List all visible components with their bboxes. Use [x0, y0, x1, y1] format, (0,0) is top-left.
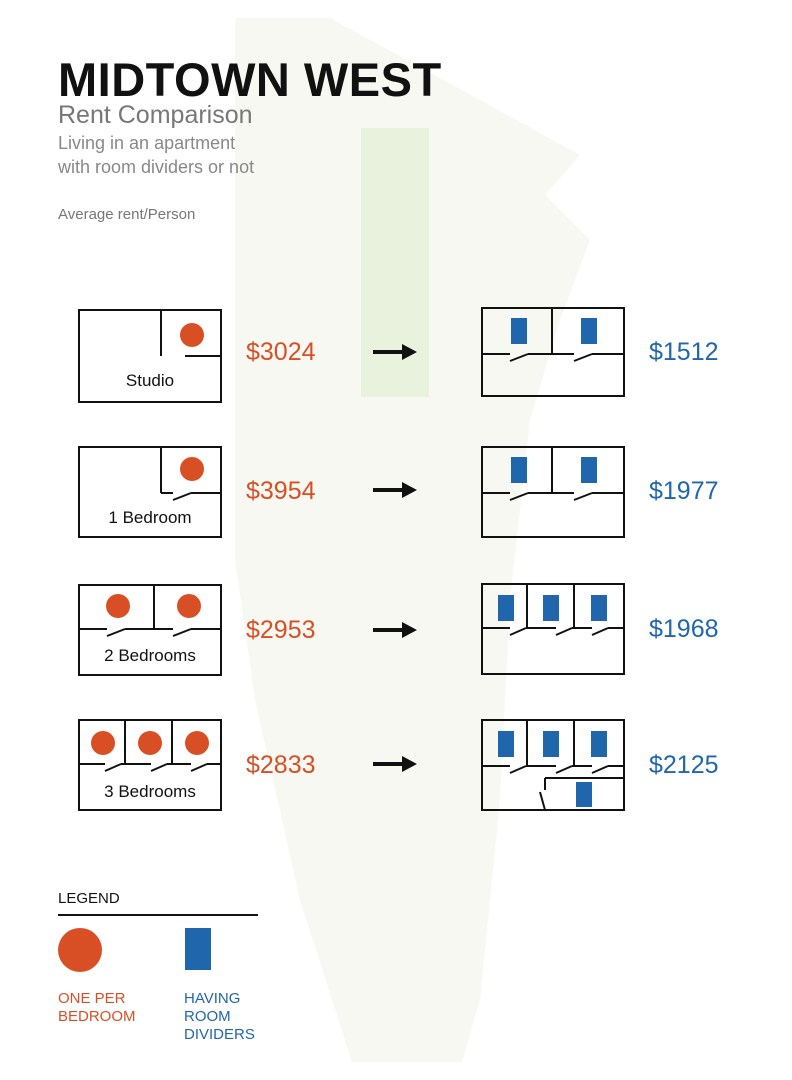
rent-after-2-bedrooms: $1968 — [649, 615, 719, 643]
legend-text-line: DIVIDERS — [184, 1026, 255, 1043]
rent-after-studio: $1512 — [649, 338, 719, 366]
legend-text-line: HAVING — [184, 990, 241, 1007]
floorplan-after-studio — [481, 307, 625, 397]
divider-marker — [498, 731, 514, 757]
divider-marker — [576, 782, 592, 807]
rent-after-3-bedrooms: $2125 — [649, 751, 719, 779]
legend-divider — [58, 914, 258, 916]
room-label-1-bedroom: 1 Bedroom — [108, 508, 192, 527]
floorplan-after-1-bedroom — [481, 446, 625, 538]
room-label-studio: Studio — [125, 371, 175, 390]
person-marker — [91, 731, 115, 755]
legend-title: LEGEND — [58, 890, 120, 907]
metric-label: Average rent/Person — [58, 206, 196, 223]
rent-before-3-bedrooms: $2833 — [246, 751, 316, 779]
floorplan-after-2-bedrooms — [481, 583, 625, 675]
floorplan-before-studio — [78, 309, 222, 403]
divider-marker — [543, 595, 559, 621]
person-marker — [106, 594, 130, 618]
rent-before-studio: $3024 — [246, 338, 316, 366]
rent-after-1-bedroom: $1977 — [649, 477, 719, 505]
map-shape — [235, 18, 590, 1062]
legend-item-room-dividers: HAVING ROOM DIVIDERS — [184, 990, 255, 1044]
floorplan-before-3-bedrooms — [78, 719, 222, 811]
divider-marker — [498, 595, 514, 621]
divider-marker — [543, 731, 559, 757]
description-line-1: Living in an apartment — [58, 133, 236, 153]
divider-marker — [581, 457, 597, 483]
divider-marker — [581, 318, 597, 344]
divider-marker — [511, 457, 527, 483]
rent-before-2-bedrooms: $2953 — [246, 616, 316, 644]
arrow-right-icon — [373, 344, 417, 360]
divider-marker — [511, 318, 527, 344]
page-title: MIDTOWN WEST — [58, 53, 442, 106]
arrow-right-icon — [373, 482, 417, 498]
person-marker — [177, 594, 201, 618]
floorplan-after-3-bedrooms — [481, 719, 625, 811]
divider-marker — [591, 595, 607, 621]
person-marker — [180, 323, 204, 347]
legend-text-line: BEDROOM — [58, 1008, 136, 1025]
blue-rectangle-icon — [185, 928, 211, 970]
description-line-2: with room dividers or not — [58, 157, 255, 177]
floorplan-before-1-bedroom — [78, 446, 222, 538]
arrow-right-icon — [373, 622, 417, 638]
floorplan-before-2-bedrooms — [78, 584, 222, 676]
legend-item-one-per-bedroom: ONE PER BEDROOM — [58, 990, 136, 1026]
person-marker — [180, 457, 204, 481]
page-subtitle: Rent Comparison — [58, 101, 253, 129]
legend-text-line: ROOM — [184, 1008, 231, 1025]
room-label-2-bedrooms: 2 Bedrooms — [104, 646, 196, 665]
person-marker — [138, 731, 162, 755]
arrow-right-icon — [373, 756, 417, 772]
orange-circle-icon — [58, 928, 102, 972]
legend-text-line: ONE PER — [58, 990, 126, 1007]
divider-marker — [591, 731, 607, 757]
rent-before-1-bedroom: $3954 — [246, 477, 316, 505]
person-marker — [185, 731, 209, 755]
room-label-3-bedrooms: 3 Bedrooms — [104, 782, 196, 801]
